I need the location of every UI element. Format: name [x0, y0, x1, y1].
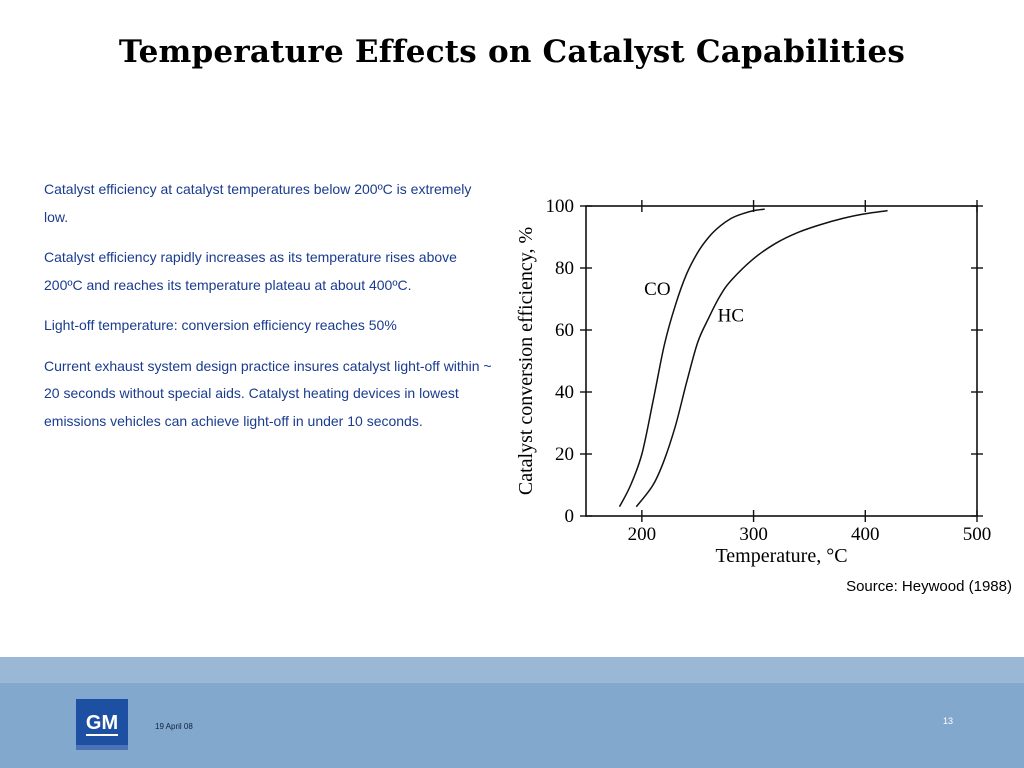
x-tick-label: 500	[963, 524, 992, 545]
footer-bar	[0, 683, 1024, 768]
x-tick-label: 200	[628, 524, 657, 545]
bullet-item: Catalyst efficiency at catalyst temperat…	[44, 181, 472, 225]
axis-ticks: 0 20 40 60 80 100 200 300 400 500	[546, 196, 992, 545]
y-tick-label: 0	[565, 506, 575, 527]
footer-band	[0, 657, 1024, 683]
series-label-co: CO	[644, 279, 670, 300]
y-axis-title: Catalyst conversion efficiency, %	[515, 227, 537, 495]
plot-frame	[585, 205, 978, 517]
slide-title: Temperature Effects on Catalyst Capabili…	[118, 34, 906, 70]
bullet-list: Catalyst efficiency at catalyst temperat…	[44, 176, 494, 448]
bullet-item: Light-off temperature: conversion effici…	[44, 317, 397, 333]
x-tick-label: 400	[851, 524, 880, 545]
chart-svg: 0 20 40 60 80 100 200 300 400 500 CO HC Temperatur…	[515, 196, 992, 567]
plot-border	[585, 205, 978, 517]
gm-logo: GM	[76, 699, 128, 750]
series-label-hc: HC	[718, 306, 744, 327]
y-tick-label: 60	[555, 320, 574, 341]
source-citation: Source: Heywood (1988)	[846, 578, 1012, 595]
efficiency-chart: 0 20 40 60 80 100 200 300 400 500 CO HC Temperatur…	[508, 196, 1008, 568]
series-line-co	[618, 208, 765, 508]
bullet-item: Catalyst efficiency rapidly increases as…	[44, 249, 457, 293]
series-lines	[618, 208, 888, 508]
y-tick-label: 80	[555, 258, 574, 279]
y-tick-label: 20	[555, 444, 574, 465]
logo-text: GM	[85, 712, 119, 736]
page-number: 13	[943, 716, 954, 726]
series-line-hc	[635, 209, 888, 508]
footer-date: 19 April 08	[155, 722, 193, 731]
series-labels: CO HC	[644, 279, 744, 326]
y-tick-label: 100	[546, 196, 575, 217]
y-tick-label: 40	[555, 382, 574, 403]
x-axis-title: Temperature, °C	[715, 545, 847, 567]
x-tick-label: 300	[739, 524, 768, 545]
bullet-item: Current exhaust system design practice i…	[44, 357, 492, 429]
